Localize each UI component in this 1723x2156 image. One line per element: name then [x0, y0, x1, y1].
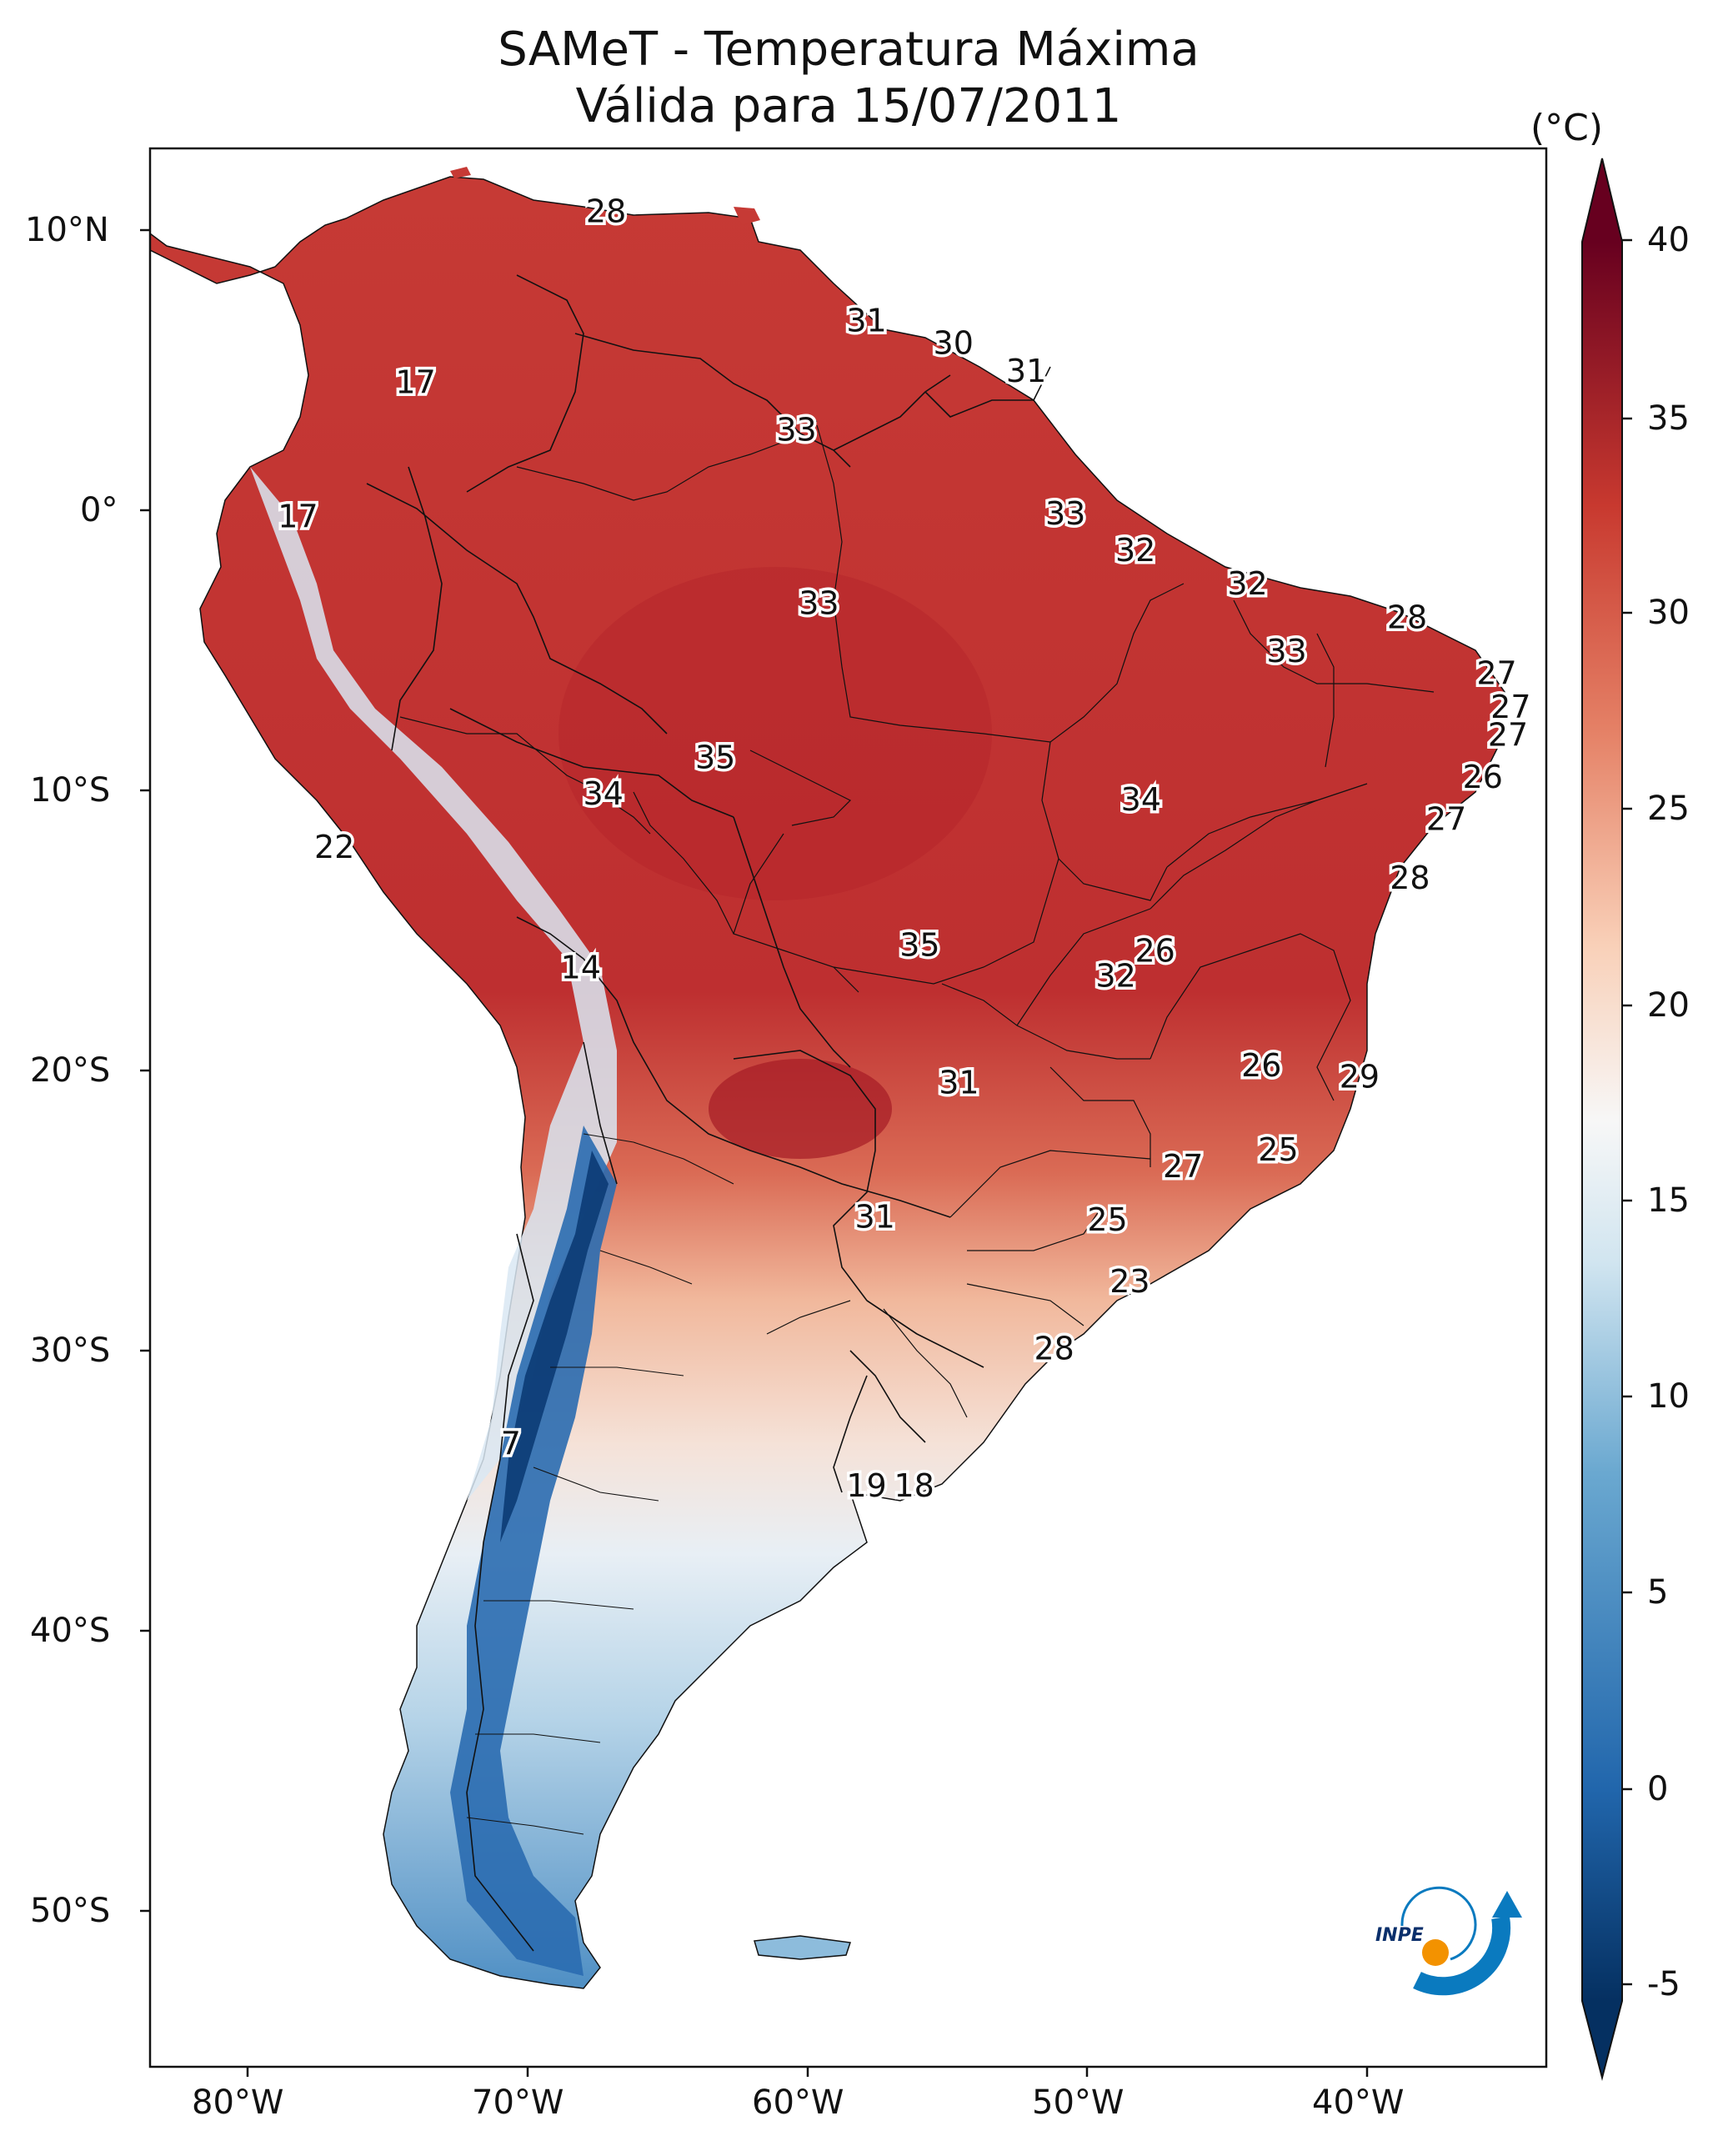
inpe-logo: INPE — [1375, 1886, 1522, 1996]
axis-tick-marks — [140, 228, 1369, 2077]
colorbar-tick-40: 40 — [1647, 221, 1690, 259]
temperature-label: 14 — [561, 950, 601, 986]
colorbar-tick-marks — [1622, 238, 1632, 1986]
temperature-label: 33 — [1266, 633, 1306, 669]
temperature-label: 31 — [854, 1199, 894, 1236]
colorbar-tick-25: 25 — [1647, 790, 1690, 828]
temperature-label: 25 — [1258, 1131, 1298, 1168]
temperature-label: 30 — [934, 324, 974, 361]
country-borders — [366, 274, 1051, 1952]
colorbar — [1581, 158, 1632, 2081]
malvinas-islands — [754, 1935, 851, 1960]
temperature-label: 33 — [776, 411, 816, 448]
temperature-label: 27 — [1163, 1148, 1203, 1185]
inpe-orbit — [1400, 1886, 1477, 1961]
lon-tick-80w: 80°W — [192, 2083, 284, 2122]
inpe-swoosh — [1413, 1916, 1511, 1996]
lat-tick-40s: 40°S — [30, 1612, 111, 1650]
lon-tick-60w: 60°W — [752, 2083, 844, 2122]
lat-tick-20s: 20°S — [30, 1051, 111, 1090]
lon-tick-50w: 50°W — [1032, 2083, 1124, 2122]
lat-tick-0: 0° — [80, 491, 118, 529]
temperature-label: 34 — [584, 775, 624, 812]
temperature-label: 28 — [1387, 599, 1427, 636]
lon-tick-70w: 70°W — [472, 2083, 564, 2122]
temperature-label: 29 — [1340, 1059, 1380, 1096]
temperature-label: 35 — [899, 927, 939, 964]
colorbar-outline — [1581, 158, 1623, 2081]
temperature-label: 27 — [1490, 689, 1530, 725]
temperature-label: 26 — [1241, 1047, 1281, 1084]
temperature-label: 27 — [1426, 800, 1466, 837]
temperature-label: 28 — [1034, 1331, 1074, 1367]
colorbar-min-arrow — [1582, 2001, 1622, 2078]
temperature-label: 34 — [1121, 781, 1161, 818]
inpe-logo-text: INPE — [1375, 1925, 1424, 1946]
colorbar-tick-30: 30 — [1647, 594, 1690, 632]
temperature-label: 28 — [586, 193, 626, 229]
colorbar-unit: (°C) — [1530, 107, 1604, 149]
andes-peak-band — [500, 1151, 609, 1542]
temperature-label: 33 — [799, 585, 839, 622]
lat-tick-50s: 50°S — [30, 1892, 111, 1930]
temperature-label: 32 — [1227, 565, 1267, 602]
temperature-label: 26 — [1134, 932, 1175, 969]
temperature-label: 27 — [1488, 717, 1528, 754]
inpe-sun-icon — [1422, 1939, 1449, 1966]
andes-cold-band — [450, 1126, 617, 1976]
map-frame-border — [148, 147, 1548, 2068]
colorbar-gradient — [1582, 242, 1622, 2001]
colorbar-tick-5: 5 — [1647, 1573, 1669, 1612]
lat-tick-10s: 10°S — [30, 771, 111, 810]
inpe-arrow-icon — [1492, 1891, 1522, 1918]
temperature-label: 18 — [894, 1467, 934, 1504]
temperature-label: 26 — [1463, 759, 1503, 795]
temperature-label: 22 — [314, 829, 354, 865]
temperature-label: 35 — [695, 740, 735, 776]
temperature-label: 31 — [1006, 353, 1046, 389]
andes-cool-band — [250, 467, 617, 1501]
temperature-label: 7 — [501, 1426, 521, 1462]
colorbar-tick-0: 0 — [1647, 1770, 1669, 1808]
province-borders — [466, 1133, 734, 1835]
colorbar-tick-minus5: -5 — [1647, 1965, 1680, 2003]
title-line2: Válida para 15/07/2011 — [575, 79, 1122, 133]
temperature-label: 28 — [1390, 860, 1430, 896]
temperature-label: 33 — [1045, 495, 1085, 532]
temperature-label: 32 — [1095, 958, 1135, 995]
temperature-label: 32 — [1115, 532, 1155, 569]
colorbar-max-arrow — [1582, 158, 1622, 242]
temperature-label: 31 — [846, 302, 886, 338]
temperature-label: 27 — [1476, 655, 1516, 692]
temperature-label: 17 — [278, 499, 318, 535]
colorbar-tick-35: 35 — [1647, 399, 1690, 438]
colorbar-tick-15: 15 — [1647, 1181, 1690, 1220]
temperature-label: 23 — [1109, 1263, 1150, 1300]
hot-core-chaco — [709, 1059, 892, 1159]
temperature-label: 17 — [395, 364, 435, 400]
lat-tick-10n: 10°N — [25, 211, 109, 249]
lat-tick-30s: 30°S — [30, 1331, 111, 1370]
title-line1: SAMeT - Temperatura Máxima — [498, 23, 1200, 77]
temperature-label: 25 — [1087, 1201, 1127, 1238]
colorbar-tick-10: 10 — [1647, 1377, 1690, 1416]
temperature-label: 31 — [939, 1064, 979, 1101]
lon-tick-40w: 40°W — [1312, 2083, 1405, 2122]
temperature-label: 19 — [846, 1467, 886, 1504]
hot-core-amazon — [558, 567, 992, 900]
colorbar-tick-20: 20 — [1647, 986, 1690, 1025]
state-borders — [399, 420, 1435, 1418]
